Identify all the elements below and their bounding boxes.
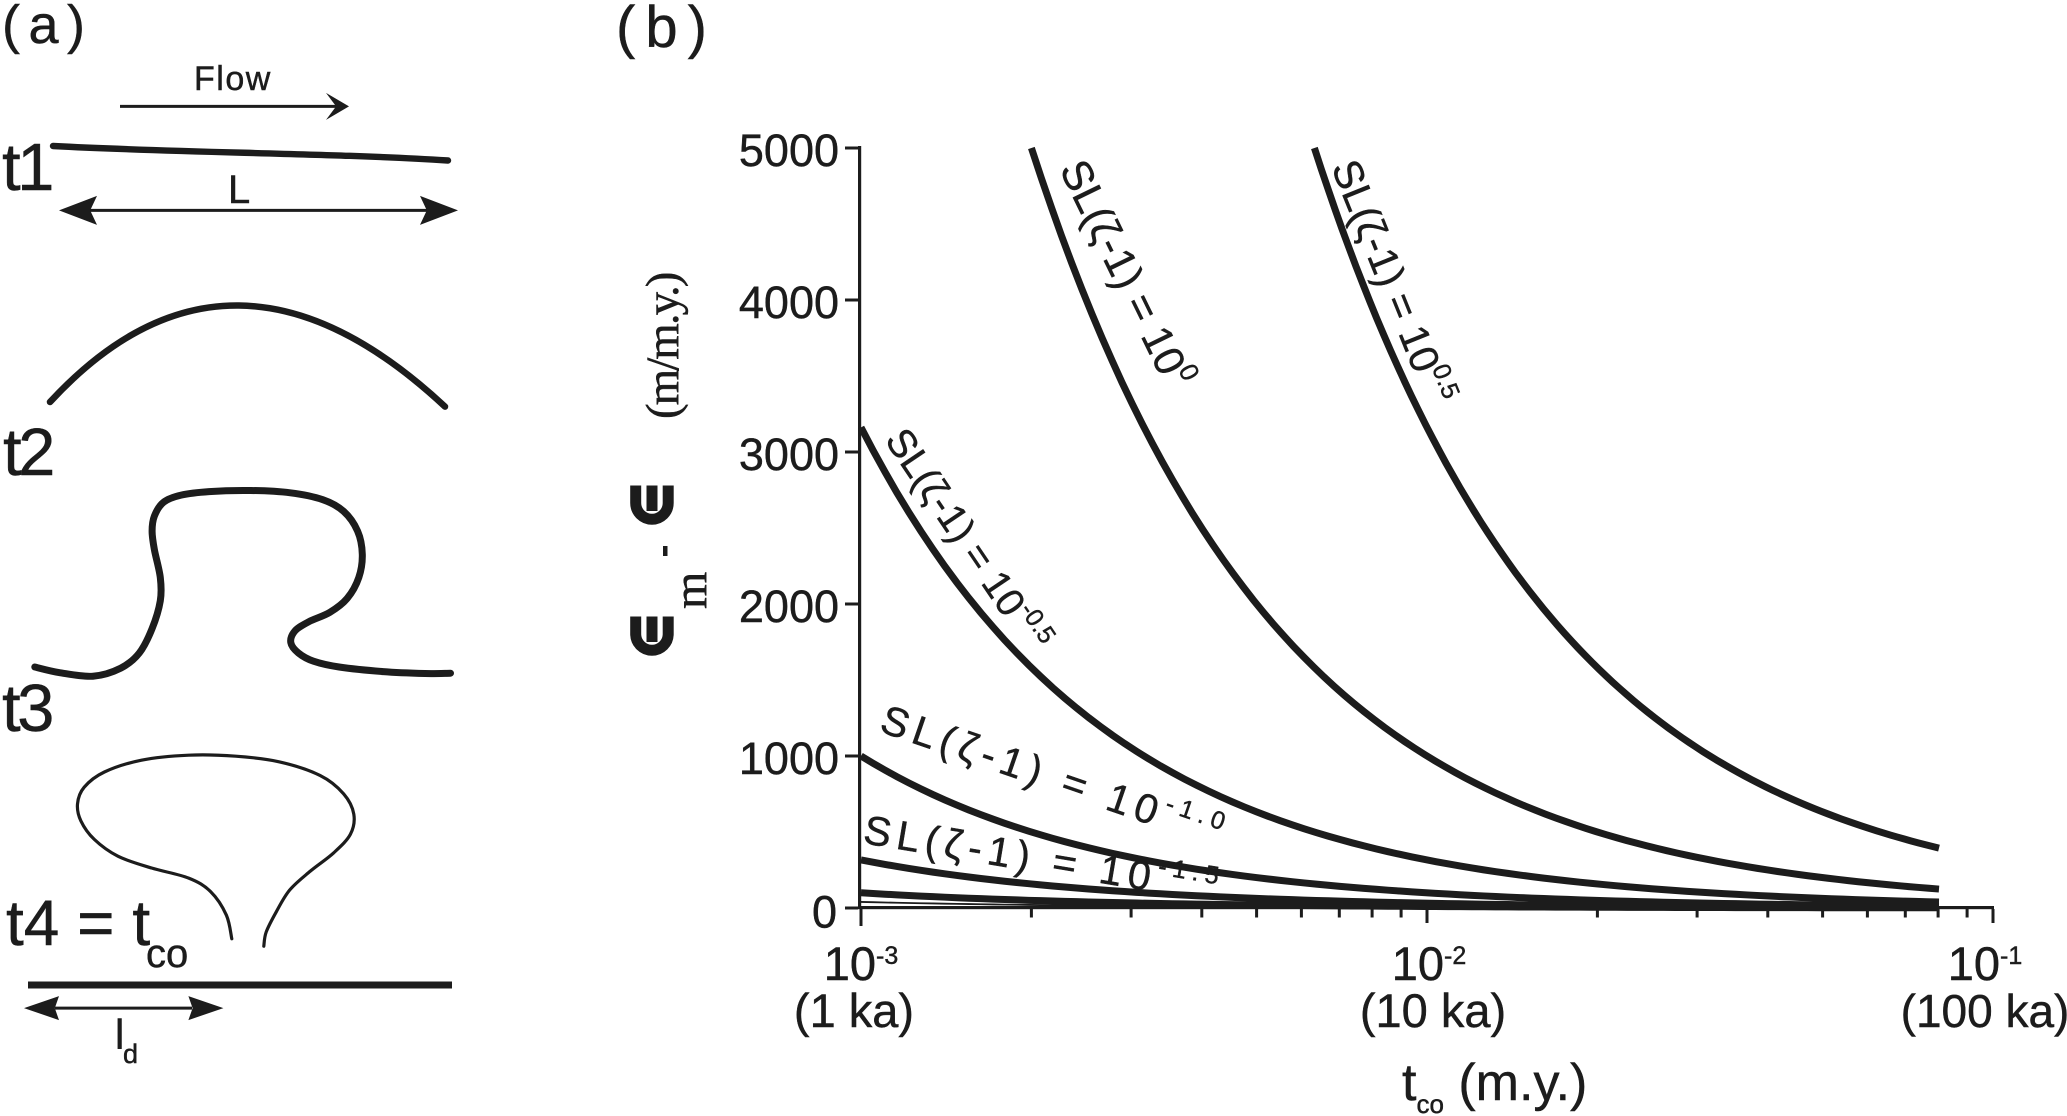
svg-text:2000: 2000 bbox=[739, 581, 839, 632]
svg-text:3000: 3000 bbox=[739, 429, 839, 480]
svg-text:(b): (b) bbox=[616, 0, 717, 60]
svg-text:m: m bbox=[664, 572, 717, 609]
svg-text:0: 0 bbox=[812, 887, 837, 938]
svg-text:t2: t2 bbox=[3, 415, 52, 490]
svg-text:co: co bbox=[146, 932, 188, 976]
svg-text:t1: t1 bbox=[2, 130, 51, 205]
svg-text:Flow: Flow bbox=[194, 60, 272, 98]
svg-text:l: l bbox=[115, 1011, 124, 1058]
svg-text:(a): (a) bbox=[2, 0, 94, 55]
svg-text:10-2: 10-2 bbox=[1392, 937, 1467, 990]
svg-text:(m/m.y.): (m/m.y.) bbox=[637, 273, 689, 419]
svg-text:4000: 4000 bbox=[739, 277, 839, 328]
svg-text:tco (m.y.): tco (m.y.) bbox=[1402, 1054, 1587, 1116]
svg-text:(1 ka): (1 ka) bbox=[794, 984, 914, 1037]
svg-text:(10 ka): (10 ka) bbox=[1360, 984, 1506, 1037]
svg-text:t3: t3 bbox=[2, 671, 52, 746]
svg-text:(100 ka): (100 ka) bbox=[1901, 985, 2067, 1037]
svg-text:t4 = t: t4 = t bbox=[6, 887, 150, 959]
svg-text:5000: 5000 bbox=[739, 125, 839, 176]
svg-text:L: L bbox=[228, 168, 250, 212]
svg-text:1000: 1000 bbox=[739, 733, 839, 784]
svg-text:d: d bbox=[123, 1039, 138, 1069]
